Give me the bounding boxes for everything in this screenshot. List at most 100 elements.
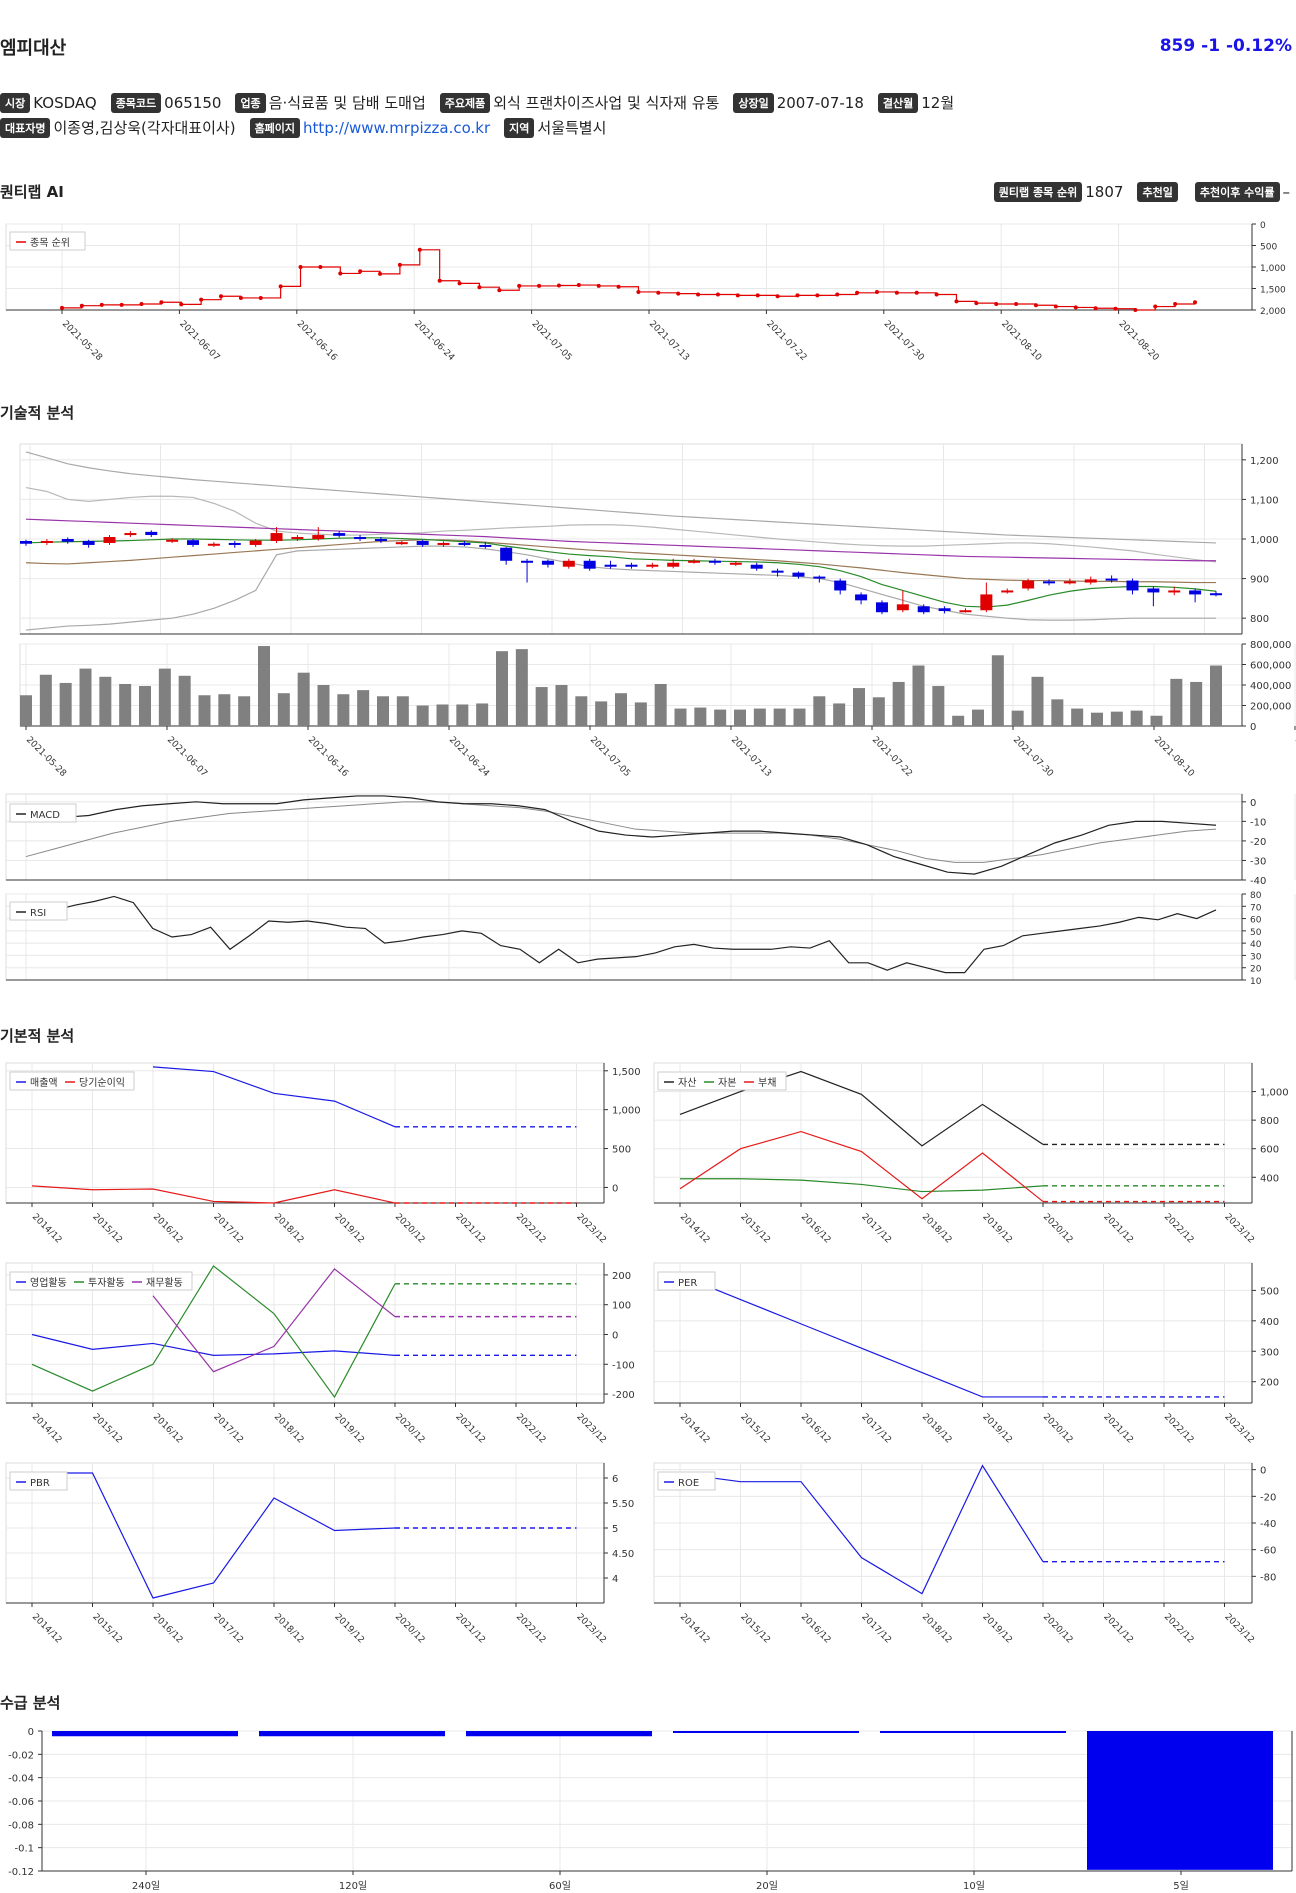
rank-tag: 퀀티랩 종목 순위 xyxy=(993,182,1083,202)
series-line xyxy=(32,1472,396,1599)
volume-bar xyxy=(1071,708,1084,726)
rank-point xyxy=(656,290,661,295)
volume-bar xyxy=(337,694,350,726)
legend-label: ROE xyxy=(678,1478,699,1489)
y-tick-label: 0 xyxy=(1260,1466,1266,1477)
rank-point xyxy=(556,283,561,288)
x-tick-label: 2016/12 xyxy=(151,1612,185,1646)
y-tick-label: -40 xyxy=(1250,876,1266,887)
x-tick-label: 2021-05-28 xyxy=(60,319,104,363)
volume-bar xyxy=(853,688,865,726)
x-tick-label: 2021/12 xyxy=(1101,1612,1135,1646)
candle-body xyxy=(270,533,283,541)
y-tick-label: 0 xyxy=(1260,221,1266,231)
x-tick-label: 2021-07-30 xyxy=(882,319,926,363)
market-tag: 시장 xyxy=(0,92,31,113)
x-tick-label: 2021-07-05 xyxy=(529,319,573,363)
volume-bar xyxy=(753,708,766,726)
rsi-line xyxy=(55,895,1217,974)
macd-line xyxy=(61,795,1217,875)
y-tick-label: 1,500 xyxy=(1260,286,1286,296)
volume-bar xyxy=(1091,712,1103,726)
volume-bar xyxy=(277,693,290,726)
x-tick-label: 2023/12 xyxy=(1222,1212,1256,1246)
candle-body xyxy=(145,531,158,536)
x-tick-label: 2021/12 xyxy=(453,1212,487,1246)
legend-box xyxy=(657,1471,716,1491)
x-tick-label: 240일 xyxy=(132,1880,160,1890)
listed-tag: 상장일 xyxy=(733,92,774,113)
y-tick-label: -60 xyxy=(1260,1546,1276,1557)
x-tick-label: 2015/12 xyxy=(738,1612,772,1646)
y-tick-label: 400 xyxy=(1260,1173,1279,1184)
rank-point xyxy=(1093,306,1098,311)
rank-point xyxy=(934,292,939,297)
x-tick-label: 5일 xyxy=(1173,1880,1189,1890)
candle-body xyxy=(1084,579,1097,583)
ma-purple-line xyxy=(25,518,1216,562)
volume-bar xyxy=(59,682,72,726)
volume-bar xyxy=(912,665,925,726)
supply-bar xyxy=(52,1731,238,1737)
volume-bar xyxy=(654,683,667,726)
rank-point xyxy=(855,290,860,295)
y-tick-label: -0.06 xyxy=(8,1797,34,1808)
x-tick-label: 2021-07-30 xyxy=(1011,735,1055,779)
y-tick-label: 6 xyxy=(612,1474,618,1485)
legend-label: 영업활동 xyxy=(30,1276,67,1289)
volume-bar xyxy=(158,668,171,726)
y-tick-label: -30 xyxy=(1250,856,1266,867)
roe-chart: 0 -20 -40 -60 -80 2014/12 2015/12 2016/12 2017/1… xyxy=(653,1462,1276,1646)
candle-body xyxy=(40,540,53,543)
rank-point xyxy=(1133,308,1138,312)
y-tick-label: -0.04 xyxy=(8,1774,34,1785)
volume-bar xyxy=(1051,699,1064,726)
volume-bar xyxy=(20,695,32,726)
homepage-link[interactable]: http://www.mrpizza.co.kr xyxy=(303,118,491,137)
series-line xyxy=(680,1178,1044,1193)
rank-point xyxy=(199,297,204,302)
candle-body xyxy=(479,544,492,547)
ma-brown-line xyxy=(25,539,1216,584)
x-tick-label: 2014/12 xyxy=(678,1212,712,1246)
candle-body xyxy=(855,594,868,601)
product-tag: 주요제품 xyxy=(439,92,491,113)
volume-bar xyxy=(991,655,1004,726)
rank-point xyxy=(99,302,104,307)
sector-value: 음·식료품 및 담배 도매업 xyxy=(268,94,426,112)
plot-frame xyxy=(5,1462,605,1604)
volume-bar xyxy=(595,701,608,726)
rank-point xyxy=(298,265,303,269)
rank-point xyxy=(1073,305,1078,310)
y-tick-label: 0 xyxy=(1250,798,1256,809)
x-tick-label: 2021-05-28 xyxy=(24,735,68,779)
x-tick-label: 2019/12 xyxy=(332,1612,366,1646)
rank-point xyxy=(974,301,979,306)
x-tick-label: 2021-06-07 xyxy=(177,319,221,363)
homepage-tag: 홈페이지 xyxy=(249,117,301,138)
rank-point xyxy=(378,271,383,276)
x-tick-label: 2015/12 xyxy=(90,1412,124,1446)
ceo-tag: 대표자명 xyxy=(0,117,51,138)
x-tick-label: 2016/12 xyxy=(799,1612,833,1646)
rank-point xyxy=(79,303,84,308)
price-change-pct: -0.12% xyxy=(1225,36,1292,56)
candle-body xyxy=(980,594,993,611)
legend-box xyxy=(9,901,68,921)
y-tick-label: 500 xyxy=(1260,1286,1279,1297)
series-line xyxy=(31,1185,396,1204)
candle-body xyxy=(1022,580,1035,589)
pbr-chart: 6 5.50 5 4.50 4 2014/12 2015/12 2016/12 2017/12 2… xyxy=(5,1462,634,1646)
volume-bar xyxy=(79,668,92,726)
candle-body xyxy=(1210,593,1222,596)
cashflow-chart: 200 100 0 -100 -200 2014/12 2015/12 2016/12 2017… xyxy=(5,1262,635,1446)
y-tick-label: 600 xyxy=(1260,1145,1279,1156)
rank-value: 1807 xyxy=(1085,183,1124,201)
x-tick-label: 2014/12 xyxy=(30,1412,64,1446)
rank-point xyxy=(358,269,363,274)
volume-bar xyxy=(734,709,746,726)
band-mid_upper-line xyxy=(25,486,1217,563)
x-tick-label: 2015/12 xyxy=(90,1612,124,1646)
y-tick-label: 5.50 xyxy=(612,1499,634,1510)
legend-label: 자산 xyxy=(678,1077,696,1089)
